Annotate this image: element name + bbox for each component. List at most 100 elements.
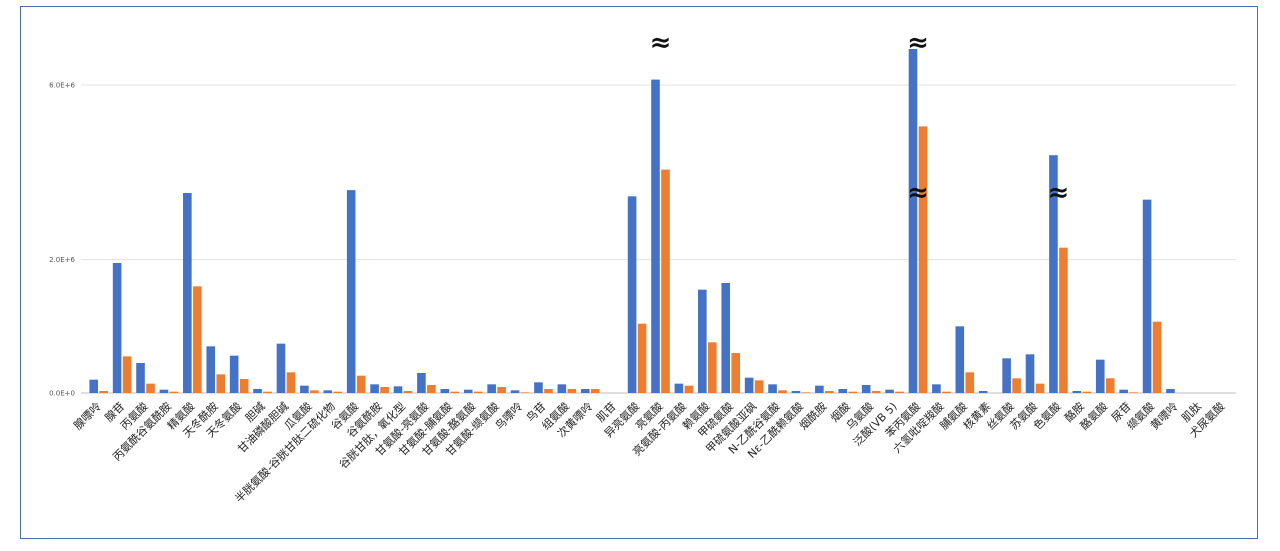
bar xyxy=(932,384,941,393)
bar-chart: 0.0E+02.0E+66.0E+6≈ ≈≈ ≈腺嘌呤腺苷丙氨酸丙氨酰谷氨酰胺精氨酸… xyxy=(49,28,1236,505)
bar xyxy=(768,384,777,393)
bar xyxy=(1035,383,1045,393)
bar xyxy=(300,385,309,393)
bar xyxy=(708,342,717,393)
bar xyxy=(380,387,389,393)
bar xyxy=(510,390,520,393)
bar xyxy=(520,392,530,393)
x-tick-label: 烟酰胺 xyxy=(796,399,829,432)
bar xyxy=(1152,321,1162,393)
bar xyxy=(567,389,577,393)
bar xyxy=(754,380,764,393)
bar xyxy=(497,387,506,393)
y-tick-label: 6.0E+6 xyxy=(49,82,75,90)
bar xyxy=(356,375,366,393)
bar xyxy=(136,363,145,393)
bar xyxy=(848,391,858,393)
bar xyxy=(450,391,460,393)
bar xyxy=(216,374,226,393)
bar xyxy=(253,389,262,393)
bar xyxy=(651,79,660,393)
bar xyxy=(146,383,155,393)
bar xyxy=(99,391,109,393)
bar xyxy=(801,392,811,393)
bar xyxy=(965,372,975,393)
bar xyxy=(942,391,951,393)
bar xyxy=(89,379,99,393)
bar xyxy=(1049,155,1058,393)
bar xyxy=(169,391,179,393)
bar xyxy=(1095,359,1105,393)
chart-frame: 0.0E+0 2.0E+6 6.0E+6 ≈ ≈ ≈ ≈ 腺嘌呤 腺苷 丙氨酸 丙氨酰谷氨酰胺 精氨酸… xyxy=(20,6,1258,539)
bar xyxy=(206,346,216,393)
bar xyxy=(463,389,473,393)
bar xyxy=(731,353,741,393)
bar xyxy=(1059,247,1068,393)
x-tick-label: 色氨酸 xyxy=(1030,399,1063,432)
bar xyxy=(684,385,694,393)
bar xyxy=(885,389,894,393)
bar xyxy=(1129,392,1138,393)
bar xyxy=(403,391,413,393)
bar xyxy=(627,196,637,393)
bar xyxy=(791,391,801,393)
axis-break-mark: ≈ xyxy=(650,28,672,58)
bar xyxy=(825,391,834,393)
bar xyxy=(310,390,319,393)
bar xyxy=(871,391,881,393)
bar xyxy=(534,382,543,393)
axis-break-mark: ≈ xyxy=(1048,178,1070,208)
bar xyxy=(918,126,928,394)
bar xyxy=(674,383,684,393)
axis-break-mark: ≈ xyxy=(907,28,929,58)
bar xyxy=(1025,354,1035,393)
bar xyxy=(263,391,272,393)
bar xyxy=(370,384,379,393)
x-tick-label: 鸟嘌呤 xyxy=(492,399,525,432)
bar xyxy=(417,373,426,393)
bar xyxy=(1166,389,1175,393)
bar xyxy=(1105,378,1115,393)
bar xyxy=(393,386,403,393)
bar xyxy=(122,356,132,393)
bar xyxy=(1082,391,1092,393)
bar xyxy=(557,384,567,393)
bar xyxy=(978,391,988,393)
bar xyxy=(276,343,286,393)
bar xyxy=(661,169,670,393)
bar xyxy=(1002,358,1011,393)
bar xyxy=(744,377,754,393)
bar xyxy=(286,372,296,393)
bar xyxy=(473,391,483,393)
x-tick-label: 酪氨酸 xyxy=(1077,399,1110,432)
bar xyxy=(815,385,824,393)
bar xyxy=(112,263,122,393)
y-tick-label: 0.0E+0 xyxy=(49,390,75,398)
x-tick-label: 腺嘌呤 xyxy=(71,399,104,432)
bar xyxy=(590,389,600,393)
bar xyxy=(721,283,731,393)
bar xyxy=(861,385,871,393)
bar xyxy=(637,323,647,393)
bar xyxy=(229,355,239,393)
x-tick-label: 黄嘌呤 xyxy=(1147,399,1180,432)
y-tick-label: 2.0E+6 xyxy=(49,256,75,264)
bar xyxy=(698,289,707,393)
bar xyxy=(955,326,965,393)
bar xyxy=(1119,389,1128,393)
bar xyxy=(239,379,249,393)
bar xyxy=(908,49,918,393)
bar xyxy=(580,389,590,393)
bar xyxy=(778,390,787,393)
axis-break-mark: ≈ xyxy=(907,178,929,208)
bar xyxy=(838,389,848,393)
bar xyxy=(193,286,202,393)
bar xyxy=(159,389,169,393)
bar xyxy=(487,384,496,393)
bar xyxy=(323,390,333,393)
bar xyxy=(1012,378,1021,393)
bar xyxy=(544,389,553,393)
bar xyxy=(1072,391,1082,393)
bar xyxy=(427,385,436,393)
bar xyxy=(1142,199,1152,393)
